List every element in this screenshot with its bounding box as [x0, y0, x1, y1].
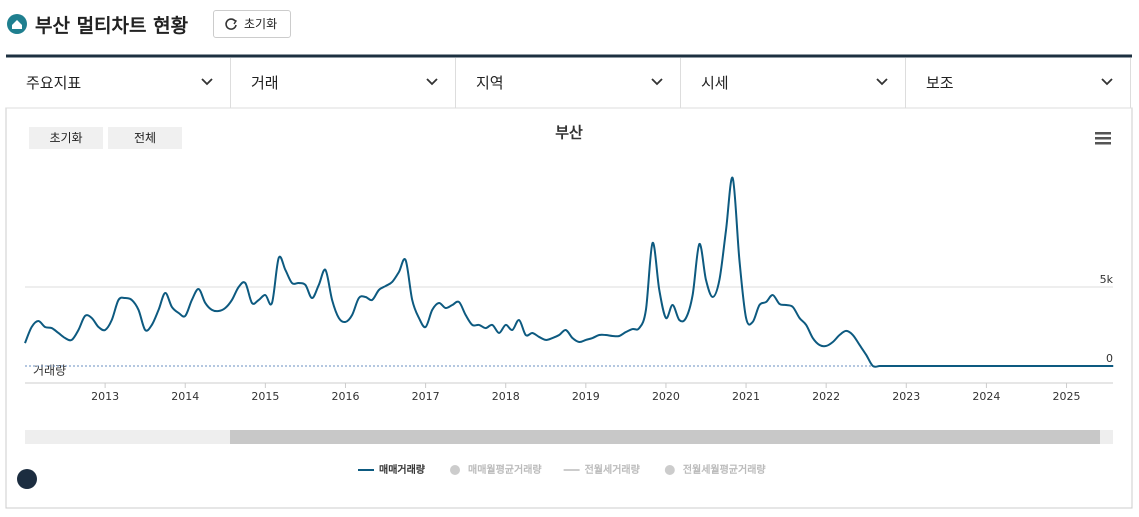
x-tick-label: 2015: [251, 390, 279, 403]
chart-title: 부산: [555, 124, 583, 142]
reset-button[interactable]: 초기화: [213, 10, 291, 38]
logo: [17, 469, 37, 489]
legend-label: 전월세거래량: [585, 463, 641, 476]
tab[interactable]: 지역: [456, 58, 681, 108]
tab-label: 거래: [251, 74, 279, 92]
y-axis-label: 거래량: [33, 364, 66, 378]
chart-all-button[interactable]: 전체: [108, 127, 182, 149]
tab-label: 주요지표: [26, 74, 82, 92]
menu-icon[interactable]: [1095, 132, 1111, 145]
page-title: 부산 멀티차트 현황: [35, 15, 189, 37]
chevron: [651, 78, 663, 86]
chevron: [201, 78, 213, 86]
legend-label: 전월세월평균거래량: [683, 463, 767, 476]
tab[interactable]: 주요지표: [6, 58, 231, 108]
x-tick-label: 2016: [331, 390, 359, 403]
y-tick-label: 5k: [1100, 273, 1114, 286]
tab[interactable]: 보조: [906, 58, 1131, 108]
series-line: [24, 176, 1114, 368]
chart-panel: [5, 107, 1133, 509]
chevron: [876, 78, 888, 86]
tab[interactable]: 시세: [681, 58, 906, 108]
legend-label: 매매거래량: [379, 463, 426, 476]
reset-label: 초기화: [244, 17, 278, 31]
chevron: [1101, 78, 1113, 86]
home-icon: [7, 14, 27, 34]
legend-label: 매매월평균거래량: [468, 463, 542, 476]
x-tick-label: 2021: [732, 390, 760, 403]
scrollbar-thumb[interactable]: [230, 430, 1100, 444]
tab-label: 보조: [926, 74, 954, 92]
tab-label: 지역: [476, 74, 504, 92]
x-tick-label: 2017: [412, 390, 440, 403]
x-tick-label: 2019: [572, 390, 600, 403]
chart-reset-button[interactable]: 초기화: [29, 127, 103, 149]
legend-swatch: [664, 465, 675, 475]
x-tick-label: 2024: [972, 390, 1000, 403]
x-tick-label: 2013: [91, 390, 119, 403]
x-tick-label: 2023: [892, 390, 920, 403]
x-tick-label: 2025: [1053, 390, 1081, 403]
x-tick-label: 2018: [492, 390, 520, 403]
refresh-icon: [225, 18, 238, 30]
x-tick-label: 2014: [171, 390, 199, 403]
chevron: [426, 78, 438, 86]
tab-label: 시세: [701, 74, 729, 92]
legend-swatch: [450, 465, 460, 475]
tab[interactable]: 거래: [231, 58, 456, 108]
y-tick-label: 0: [1106, 352, 1113, 365]
x-tick-label: 2020: [652, 390, 680, 403]
x-tick-label: 2022: [812, 390, 840, 403]
